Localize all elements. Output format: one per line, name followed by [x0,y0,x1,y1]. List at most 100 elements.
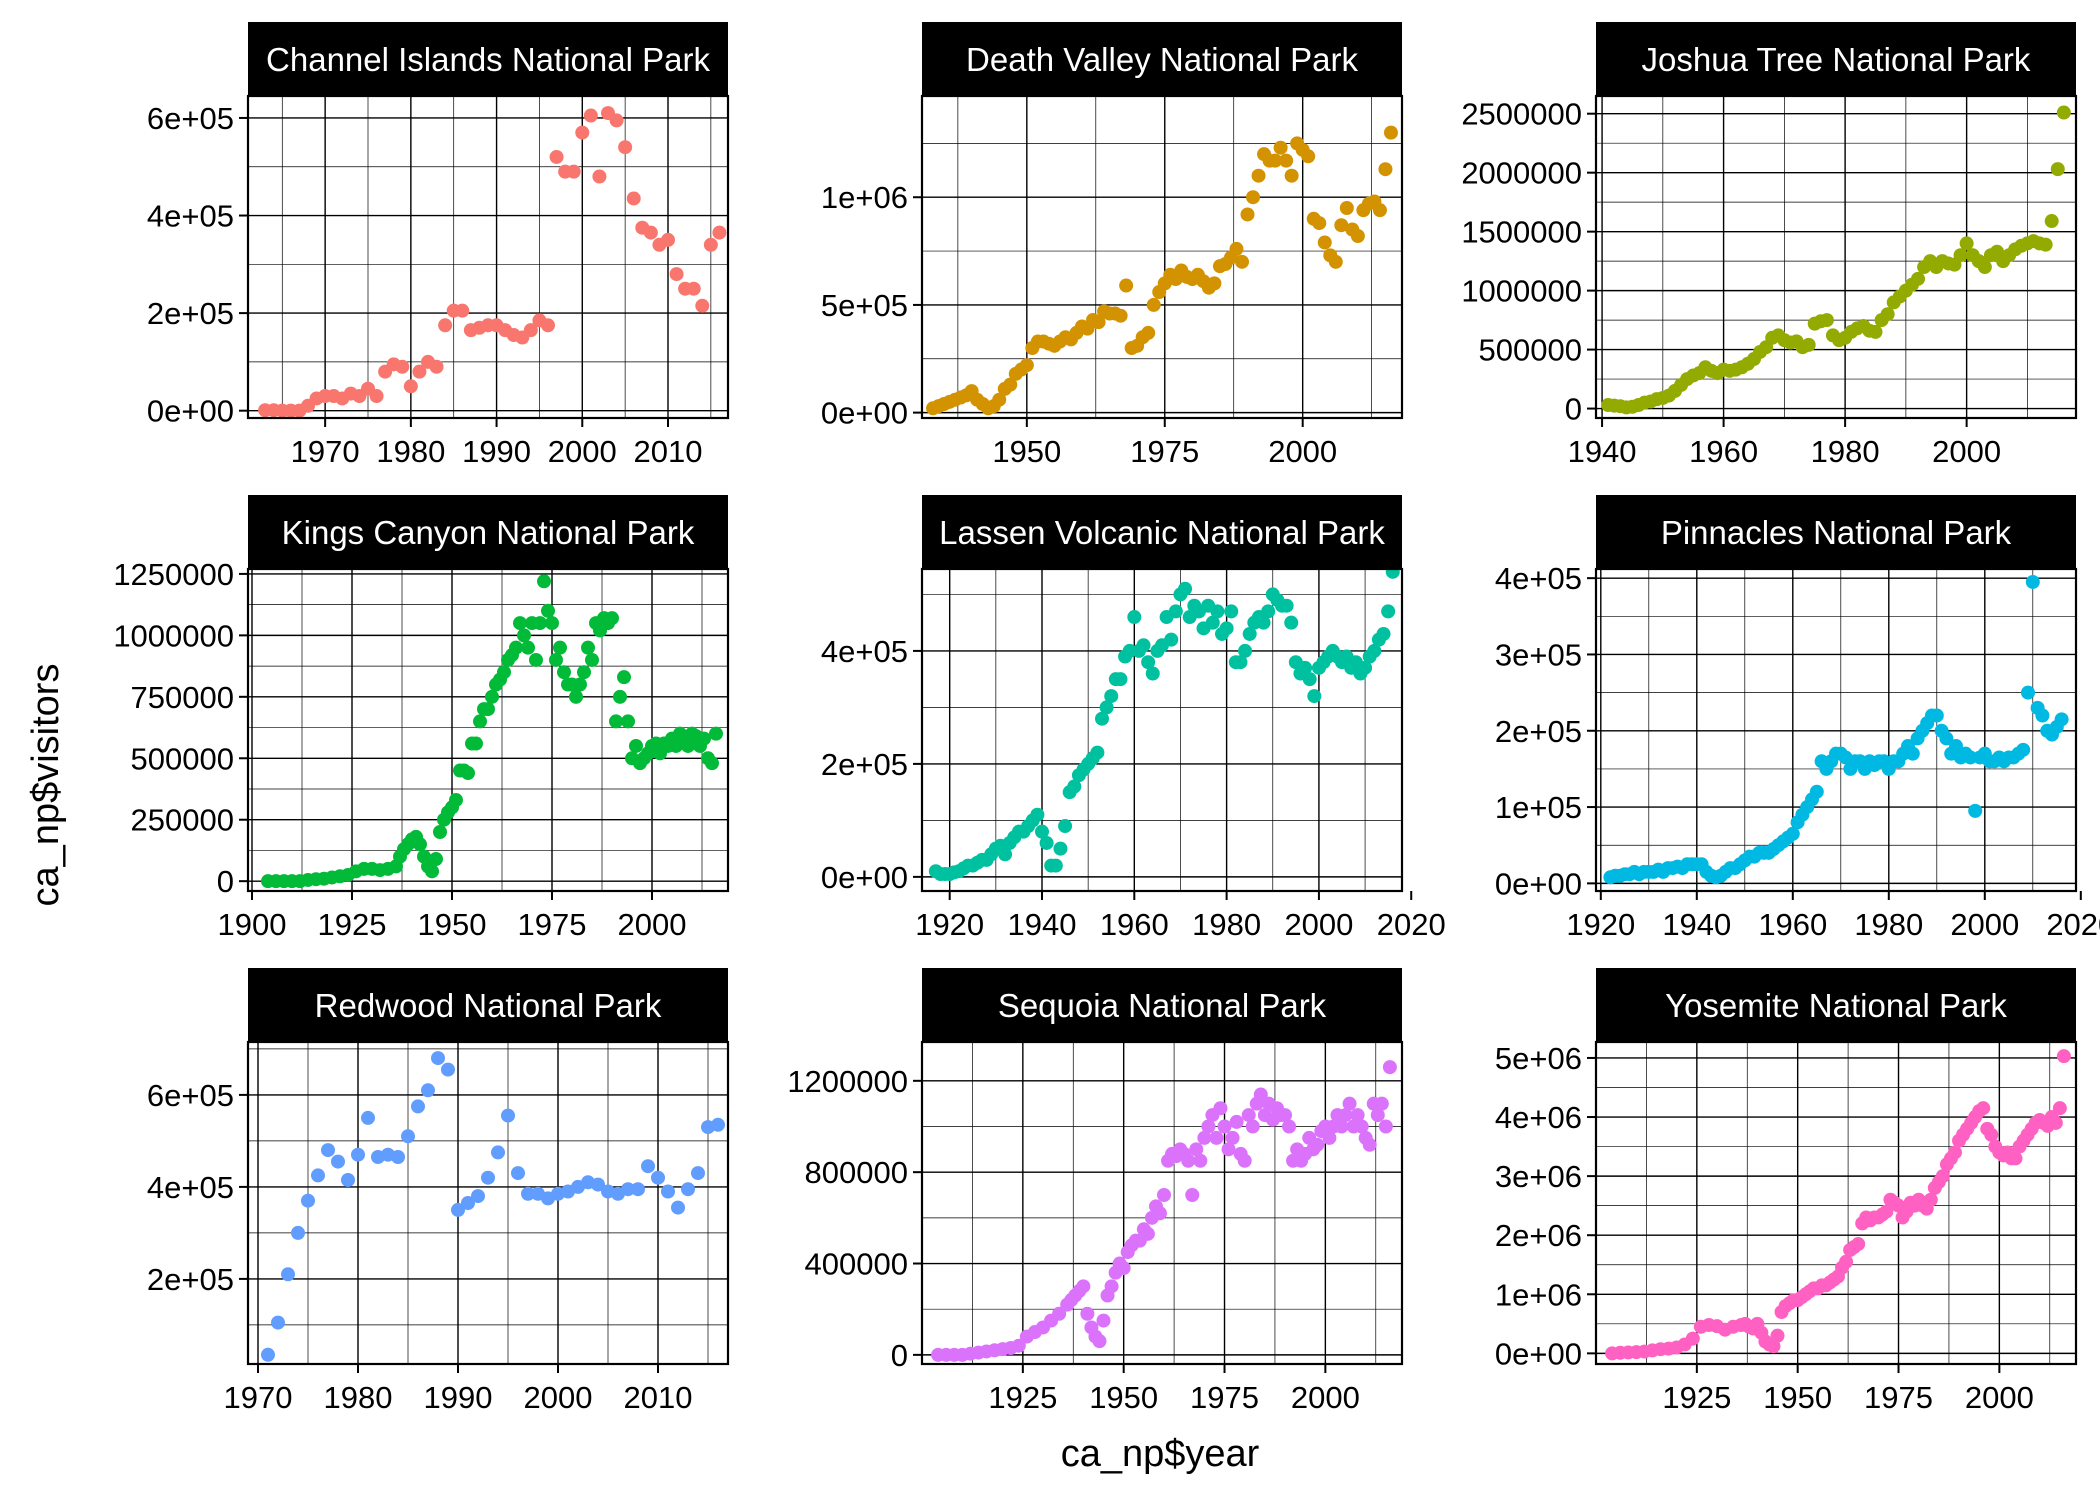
axes: 1920 1940 1960 1980 2000 2020 0e+00 2e+05 4e+05 [821,634,1446,942]
data-point [1339,201,1354,215]
data-point [2056,1049,2071,1064]
y-tick-label: 1e+06 [1495,1277,1582,1312]
x-tick-label: 1980 [1192,907,1261,942]
data-point [2050,162,2065,177]
x-tick-label: 1975 [1130,434,1199,469]
axes: 1950 1975 2000 0e+00 5e+05 1e+06 [821,180,1337,469]
data-point [661,1184,675,1199]
y-tick-label: 500000 [131,741,234,776]
data-point [481,702,495,717]
data-point [1207,276,1222,291]
data-point [1146,297,1161,312]
y-tick-label: 0e+00 [821,396,908,431]
data-point [1312,216,1327,231]
data-point [1261,604,1276,619]
x-tick-label: 1925 [318,907,387,942]
panel-border [246,567,730,893]
x-tick-label: 2000 [618,907,687,942]
gridlines [248,569,728,891]
data-point [1104,1279,1119,1294]
data-point [1224,604,1239,619]
data-point [1310,1137,1325,1152]
data-point [1157,1188,1172,1203]
data-point [1030,807,1045,822]
data-point [1984,1127,1999,1142]
x-tick-label: 1975 [1190,1380,1259,1415]
x-tick-label: 1925 [1662,1380,1731,1415]
y-tick-label: 1250000 [113,557,234,592]
data-point [1241,1108,1256,1123]
data-point [301,1193,315,1208]
facet-title: Joshua Tree National Park [1642,41,2031,78]
x-tick-label: 1940 [1662,907,1731,942]
data-point [485,689,499,704]
data-point [1237,1153,1252,1168]
data-point [1201,1119,1216,1134]
y-tick-label: 5e+06 [1495,1041,1582,1076]
data-point [1035,824,1049,839]
y-tick-label: 6e+05 [147,1078,234,1113]
data-point [1378,1119,1393,1134]
x-tick-label: 2000 [1268,434,1337,469]
data-point [1213,1101,1228,1116]
data-point [626,191,641,206]
facet-strip [922,22,1402,96]
data-point [712,225,727,240]
data-point [998,847,1013,862]
data-point [438,318,453,333]
panel-border [246,1040,730,1366]
data-point [455,303,470,318]
y-tick-label: 0 [891,1338,908,1373]
data-point [291,1225,305,1240]
data-point [1141,325,1156,340]
data-point [517,628,531,643]
data-point [2048,1115,2063,1130]
y-tick-label: 1000000 [113,618,234,653]
data-point [1376,626,1391,641]
gridlines [1596,1042,2076,1364]
facet-strip [1596,22,2076,96]
data-point [1164,632,1179,647]
data-point [1052,1306,1067,1321]
gridlines [1596,569,2076,891]
data-point [2052,1101,2067,1116]
data-point [1141,655,1156,670]
data-point [471,1189,485,1204]
y-tick-label: 2500000 [1461,97,1582,132]
x-axis-label: ca_np$year [1061,1433,1260,1475]
y-tick-label: 2e+05 [147,296,234,331]
x-tick-label: 1940 [1008,907,1077,942]
points [928,569,1400,882]
axes: 1925 1950 1975 2000 0 400000 800000 1200000 [787,1064,1360,1415]
data-point [1868,324,1883,339]
data-point [1217,1119,1232,1134]
data-point [1152,1206,1167,1221]
data-point [1104,689,1119,704]
data-point [1197,1130,1212,1145]
x-tick-label: 1900 [218,907,287,942]
data-point [1181,1153,1196,1168]
data-point [1879,1204,1894,1219]
data-point [2054,712,2069,727]
panel-border [920,1040,1404,1366]
data-point [1229,241,1244,256]
data-point [1229,1114,1244,1129]
data-point [1851,1237,1866,1252]
data-point [1350,1108,1365,1123]
data-point [1095,711,1109,726]
data-point [1189,1142,1204,1157]
data-point [331,1154,345,1169]
y-tick-label: 1200000 [787,1064,908,1099]
x-tick-label: 1970 [291,434,360,469]
data-point [411,1099,425,1114]
x-tick-label: 1950 [1089,1380,1158,1415]
data-point [1819,313,1834,328]
data-point [1067,779,1082,794]
data-point [431,1051,445,1066]
data-point [533,616,547,631]
data-point [1382,1060,1397,1075]
y-tick-label: 250000 [131,803,234,838]
data-point [1685,1331,1700,1346]
data-point [691,1166,705,1181]
data-point [1354,1119,1369,1134]
